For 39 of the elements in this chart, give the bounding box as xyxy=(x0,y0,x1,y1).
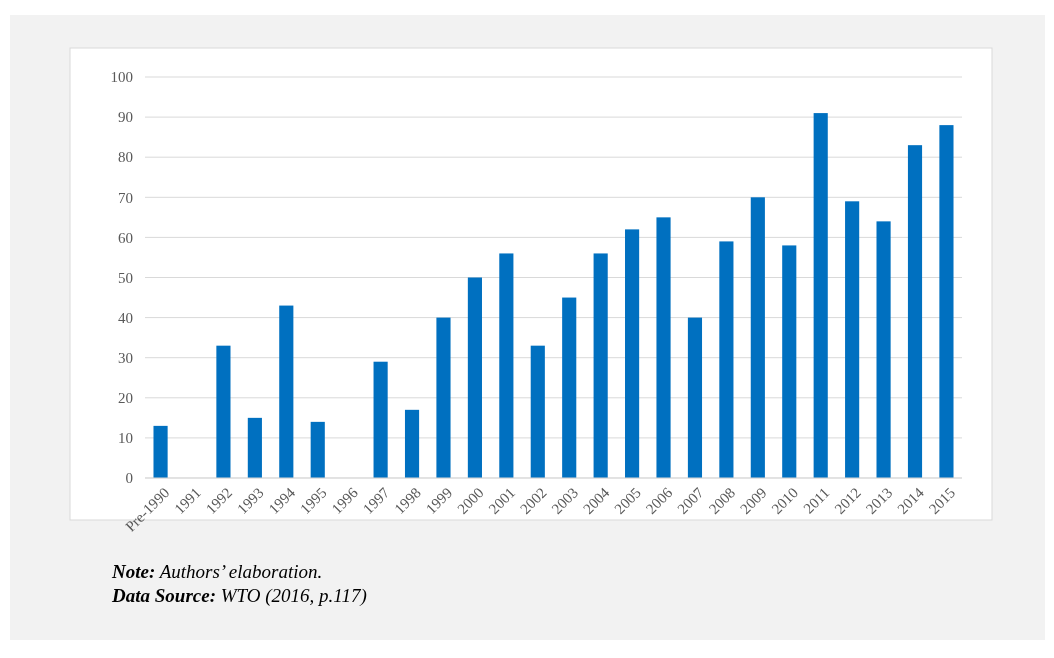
y-tick-label: 0 xyxy=(125,470,133,487)
bar xyxy=(279,305,294,478)
bar xyxy=(813,113,828,478)
y-tick-label: 20 xyxy=(118,390,133,407)
y-tick-label: 50 xyxy=(118,269,133,286)
bar xyxy=(247,417,262,478)
bar xyxy=(625,229,640,478)
y-tick-label: 40 xyxy=(118,309,133,326)
bar xyxy=(750,197,765,478)
bar xyxy=(404,409,420,478)
bar xyxy=(373,361,388,478)
bar xyxy=(876,221,891,478)
bar xyxy=(845,201,860,478)
y-tick-label: 10 xyxy=(118,430,133,447)
bar xyxy=(687,317,703,478)
bar xyxy=(310,421,325,478)
bar xyxy=(216,345,231,478)
x-tick-label: 2011 xyxy=(800,484,833,517)
bar xyxy=(907,145,923,478)
bar xyxy=(782,245,797,478)
y-tick-label: 60 xyxy=(118,229,133,246)
bar xyxy=(153,425,168,478)
bar xyxy=(499,253,514,478)
y-tick-label: 80 xyxy=(118,149,133,166)
y-tick-label: 30 xyxy=(118,349,133,366)
bar xyxy=(436,317,451,478)
bar xyxy=(562,297,577,478)
source-note: Data Source: WTO (2016, p.117) xyxy=(111,585,367,607)
bar xyxy=(467,277,482,478)
y-tick-label: 90 xyxy=(118,109,133,126)
y-tick-label: 70 xyxy=(118,189,133,206)
bar xyxy=(939,125,954,478)
bar xyxy=(593,253,608,478)
bar xyxy=(719,241,734,478)
bar xyxy=(656,217,671,478)
text: Note: Authors’ elaboration. xyxy=(111,561,323,582)
x-tick-label: 1991 xyxy=(171,484,204,518)
y-tick-label: 100 xyxy=(110,69,133,86)
bar xyxy=(530,345,545,478)
